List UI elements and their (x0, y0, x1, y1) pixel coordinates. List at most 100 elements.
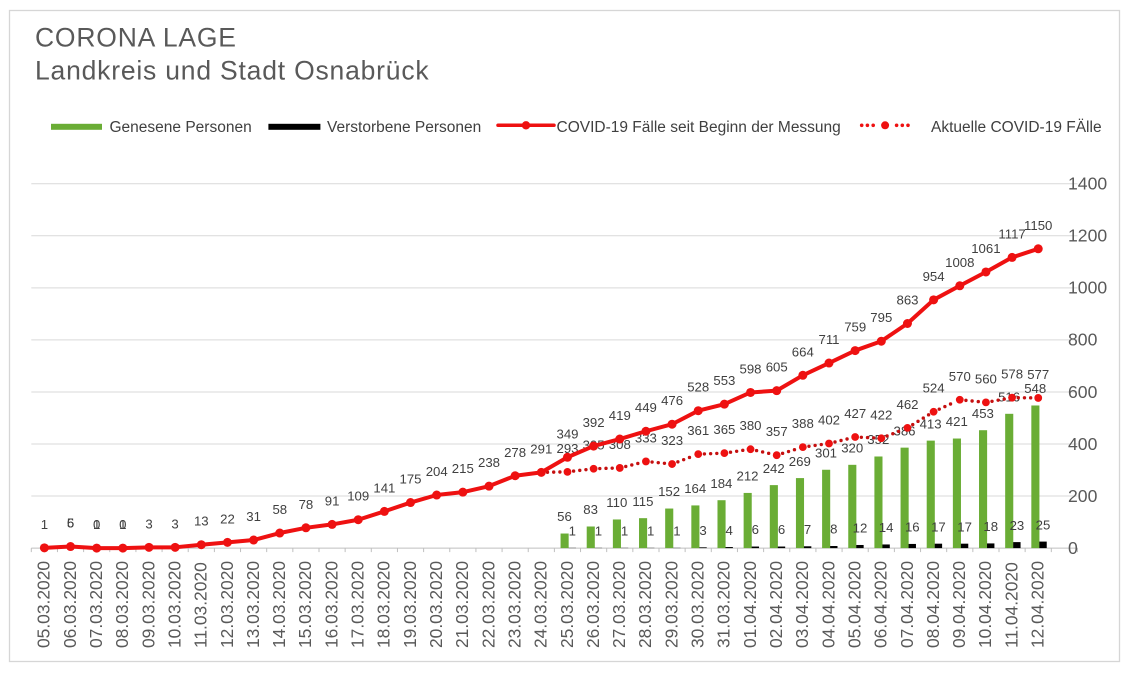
svg-text:204: 204 (426, 464, 448, 479)
svg-text:26.03.2020: 26.03.2020 (583, 561, 603, 648)
svg-text:06.04.2020: 06.04.2020 (871, 561, 891, 648)
svg-text:25.03.2020: 25.03.2020 (557, 561, 577, 648)
svg-text:12.04.2020: 12.04.2020 (1028, 561, 1048, 648)
svg-text:3: 3 (145, 516, 152, 531)
svg-text:1000: 1000 (1068, 278, 1107, 298)
svg-text:269: 269 (789, 454, 811, 469)
svg-text:15.03.2020: 15.03.2020 (295, 561, 315, 648)
svg-text:31.03.2020: 31.03.2020 (714, 561, 734, 648)
svg-text:1008: 1008 (945, 255, 974, 270)
svg-text:22: 22 (220, 511, 235, 526)
svg-text:402: 402 (818, 413, 840, 428)
svg-text:10.04.2020: 10.04.2020 (975, 561, 995, 648)
svg-text:0: 0 (93, 517, 100, 532)
svg-text:21.03.2020: 21.03.2020 (452, 561, 472, 648)
svg-text:6: 6 (752, 522, 759, 537)
svg-text:800: 800 (1068, 330, 1098, 350)
svg-text:1200: 1200 (1068, 226, 1107, 246)
svg-text:528: 528 (687, 380, 709, 395)
svg-text:17.03.2020: 17.03.2020 (348, 561, 368, 648)
svg-text:863: 863 (896, 293, 918, 308)
svg-text:Aktuelle COVID-19 FÄlle: Aktuelle COVID-19 FÄlle (931, 119, 1102, 136)
svg-text:17: 17 (931, 519, 946, 534)
svg-text:4: 4 (726, 523, 733, 538)
svg-text:242: 242 (763, 461, 785, 476)
svg-text:152: 152 (658, 484, 680, 499)
svg-text:421: 421 (946, 414, 968, 429)
svg-text:Landkreis und Stadt Osnabrück: Landkreis und Stadt Osnabrück (35, 56, 429, 86)
svg-text:09.03.2020: 09.03.2020 (138, 561, 158, 648)
svg-text:0: 0 (119, 517, 126, 532)
svg-text:184: 184 (710, 476, 732, 491)
svg-text:27.03.2020: 27.03.2020 (609, 561, 629, 648)
svg-text:215: 215 (452, 461, 474, 476)
svg-text:30.03.2020: 30.03.2020 (688, 561, 708, 648)
svg-text:COVID-19 Fälle seit Beginn der: COVID-19 Fälle seit Beginn der Messung (557, 119, 841, 136)
svg-text:18: 18 (983, 519, 998, 534)
svg-text:200: 200 (1068, 486, 1098, 506)
svg-text:28.03.2020: 28.03.2020 (635, 561, 655, 648)
svg-text:954: 954 (923, 269, 945, 284)
svg-text:1: 1 (569, 524, 576, 539)
svg-text:453: 453 (972, 406, 994, 421)
svg-text:03.04.2020: 03.04.2020 (792, 561, 812, 648)
svg-text:08.03.2020: 08.03.2020 (112, 561, 132, 648)
svg-text:380: 380 (739, 418, 761, 433)
svg-text:18.03.2020: 18.03.2020 (374, 561, 394, 648)
svg-text:278: 278 (504, 445, 526, 460)
svg-text:301: 301 (815, 446, 837, 461)
svg-text:291: 291 (530, 441, 552, 456)
svg-text:1: 1 (595, 524, 602, 539)
svg-text:12.03.2020: 12.03.2020 (217, 561, 237, 648)
svg-text:164: 164 (684, 481, 706, 496)
svg-text:23: 23 (1010, 518, 1025, 533)
svg-text:388: 388 (792, 416, 814, 431)
svg-text:462: 462 (896, 397, 918, 412)
svg-text:1150: 1150 (1024, 218, 1052, 233)
svg-text:20.03.2020: 20.03.2020 (426, 561, 446, 648)
svg-text:25: 25 (1036, 517, 1051, 532)
svg-text:422: 422 (870, 407, 892, 422)
svg-text:365: 365 (713, 422, 735, 437)
svg-text:05.03.2020: 05.03.2020 (34, 561, 54, 648)
svg-text:6: 6 (778, 522, 785, 537)
svg-text:13: 13 (194, 514, 209, 529)
svg-text:109: 109 (347, 489, 369, 504)
svg-text:29.03.2020: 29.03.2020 (661, 561, 681, 648)
svg-text:357: 357 (766, 424, 788, 439)
svg-text:3: 3 (171, 516, 178, 531)
svg-text:392: 392 (583, 415, 605, 430)
svg-text:58: 58 (272, 502, 287, 517)
svg-text:Genesene Personen: Genesene Personen (110, 119, 252, 136)
svg-text:3: 3 (699, 523, 706, 538)
svg-text:13.03.2020: 13.03.2020 (243, 561, 263, 648)
svg-text:600: 600 (1068, 382, 1098, 402)
svg-text:01.04.2020: 01.04.2020 (740, 561, 760, 648)
svg-text:Verstorbene Personen: Verstorbene Personen (327, 119, 481, 136)
svg-text:07.03.2020: 07.03.2020 (86, 561, 106, 648)
svg-text:323: 323 (661, 433, 683, 448)
svg-text:449: 449 (635, 400, 657, 415)
svg-text:12: 12 (853, 521, 868, 536)
svg-text:361: 361 (687, 423, 709, 438)
svg-text:14: 14 (879, 520, 894, 535)
svg-text:212: 212 (736, 469, 758, 484)
svg-text:31: 31 (246, 509, 261, 524)
svg-text:141: 141 (373, 480, 395, 495)
svg-text:570: 570 (949, 369, 971, 384)
svg-text:56: 56 (557, 509, 572, 524)
svg-text:349: 349 (556, 426, 578, 441)
svg-text:1: 1 (621, 524, 628, 539)
svg-text:10.03.2020: 10.03.2020 (164, 561, 184, 648)
svg-text:17: 17 (957, 519, 972, 534)
svg-text:05.04.2020: 05.04.2020 (844, 561, 864, 648)
svg-text:06.03.2020: 06.03.2020 (60, 561, 80, 648)
svg-text:04.04.2020: 04.04.2020 (818, 561, 838, 648)
svg-text:548: 548 (1024, 381, 1046, 396)
svg-text:664: 664 (792, 344, 814, 359)
svg-text:24.03.2020: 24.03.2020 (531, 561, 551, 648)
svg-text:598: 598 (739, 362, 761, 377)
svg-text:238: 238 (478, 455, 500, 470)
svg-text:8: 8 (830, 522, 837, 537)
svg-text:07.04.2020: 07.04.2020 (897, 561, 917, 648)
